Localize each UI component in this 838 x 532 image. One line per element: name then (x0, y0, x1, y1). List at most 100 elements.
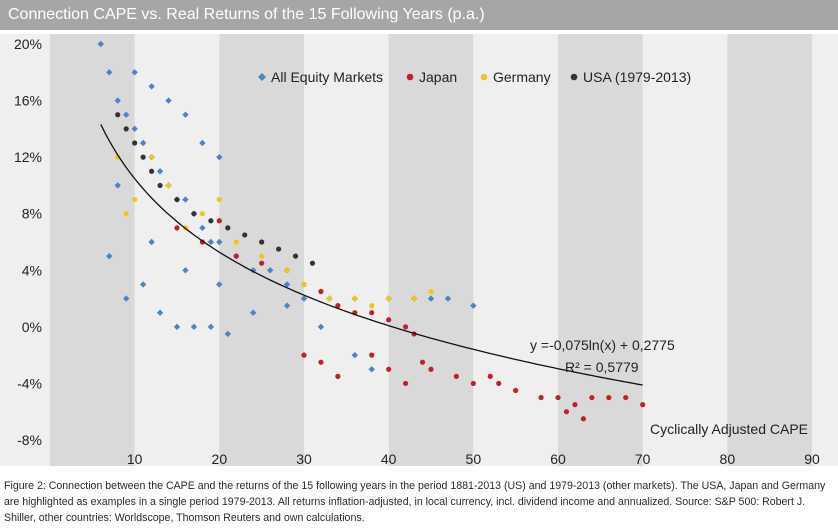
data-point (444, 295, 452, 302)
data-point (563, 409, 570, 415)
data-point (148, 238, 155, 246)
data-points (97, 40, 646, 422)
y-tick-label: 0% (22, 319, 42, 335)
data-point (216, 238, 223, 246)
data-point (165, 97, 172, 104)
data-point (216, 281, 223, 288)
x-tick-label: 70 (635, 451, 651, 466)
chart-title: Connection CAPE vs. Real Returns of the … (0, 0, 838, 30)
data-point (259, 253, 265, 259)
x-tick-label: 20 (212, 451, 228, 466)
legend: All Equity Markets Japan Germany USA (1979-… (258, 69, 691, 85)
data-point (318, 359, 324, 365)
data-point (123, 295, 130, 302)
y-tick-label: 20% (14, 36, 42, 52)
data-point (386, 317, 392, 323)
data-point (580, 416, 587, 422)
data-point (259, 239, 265, 245)
grid-band (558, 34, 643, 466)
y-tick-label: -8% (17, 432, 42, 448)
data-point (149, 154, 155, 160)
data-point (123, 211, 129, 217)
x-tick-label: 40 (381, 451, 397, 466)
data-point (250, 309, 257, 316)
data-point (242, 232, 248, 238)
x-tick-label: 60 (550, 451, 566, 466)
data-point (174, 196, 180, 203)
data-point (301, 281, 307, 288)
data-point (589, 394, 595, 401)
legend-marker (406, 73, 414, 81)
data-point (115, 112, 121, 118)
data-point (326, 295, 332, 302)
y-tick-label: 4% (22, 262, 42, 278)
grid-band (219, 34, 304, 466)
data-point (368, 366, 375, 373)
data-point (318, 288, 324, 295)
data-point (224, 330, 231, 338)
grid-band (388, 34, 474, 466)
grid-band (134, 34, 220, 466)
data-point (453, 373, 459, 379)
data-point (301, 352, 307, 358)
data-point (156, 309, 164, 316)
data-point (106, 69, 113, 76)
legend-label: All Equity Markets (271, 69, 383, 85)
data-point (148, 83, 155, 90)
data-point (114, 97, 121, 104)
trendline (100, 124, 643, 386)
x-tick-label: 90 (804, 451, 820, 466)
trend-equation: y =-0,075ln(x) + 0,2775 (530, 337, 675, 353)
data-point (259, 260, 265, 266)
grid-band (473, 34, 558, 466)
data-point (207, 238, 215, 246)
data-point (157, 182, 163, 189)
data-point (208, 218, 214, 224)
data-point (351, 351, 358, 359)
data-point (114, 182, 121, 189)
data-point (300, 295, 308, 302)
trend-r-squared: R² = 0,5779 (565, 359, 639, 375)
data-point (216, 196, 222, 203)
data-point (292, 253, 299, 259)
data-point (284, 267, 290, 273)
data-point (123, 111, 130, 118)
x-tick-label: 10 (127, 451, 143, 466)
data-point (428, 366, 434, 372)
data-point (335, 303, 341, 309)
data-point (606, 394, 612, 401)
x-axis-title: Cyclically Adjusted CAPE (650, 421, 808, 437)
y-axis-labels: 20% 16% 12% 8% 4% 0% -4% -8% (14, 36, 42, 448)
data-point (487, 373, 493, 379)
data-point (131, 69, 138, 76)
grid-band (50, 34, 135, 466)
data-point (496, 380, 502, 387)
data-point (199, 224, 206, 232)
data-point (199, 211, 205, 217)
data-point (149, 168, 155, 174)
legend-marker (570, 73, 578, 81)
data-point (233, 253, 239, 259)
data-point (266, 267, 274, 274)
data-point (174, 225, 180, 231)
data-point (276, 246, 282, 252)
grid-band (727, 34, 812, 466)
data-point (283, 281, 291, 288)
grid-band (642, 34, 728, 466)
x-tick-label: 50 (466, 451, 482, 466)
data-point (156, 168, 164, 175)
legend-marker (480, 73, 488, 81)
data-point (140, 154, 146, 160)
data-point (132, 140, 138, 146)
grid-bands (50, 34, 812, 466)
data-point (403, 380, 409, 387)
data-point (191, 211, 197, 217)
legend-label: Germany (493, 69, 551, 85)
data-point (182, 111, 189, 118)
data-point (572, 402, 578, 408)
data-point (427, 295, 435, 302)
data-point (182, 196, 189, 203)
data-point (419, 359, 426, 365)
data-point (216, 218, 222, 224)
data-point (386, 295, 392, 302)
